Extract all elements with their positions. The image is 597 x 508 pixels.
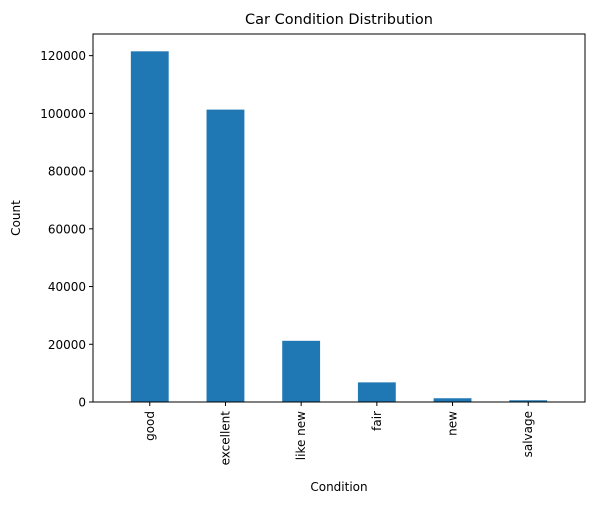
- plot-frame: [92, 33, 586, 403]
- bar-salvage: [509, 400, 548, 402]
- bar-fair: [357, 382, 396, 402]
- chart-title: Car Condition Distribution: [245, 12, 433, 28]
- y-axis-ticks: 0 20000 40000 60000 80000 100000 120000: [40, 49, 93, 410]
- x-tick-label: new: [446, 411, 460, 436]
- bar-like-new: [282, 340, 321, 402]
- x-axis-label: Condition: [310, 480, 367, 494]
- y-tick-label: 0: [78, 396, 86, 410]
- y-tick-label: 40000: [48, 280, 86, 294]
- y-axis-label: Count: [9, 200, 23, 236]
- y-tick-label: 20000: [48, 338, 86, 352]
- y-tick-label: 120000: [40, 49, 86, 63]
- x-axis-ticks: good excellent like new fair new salvage: [143, 402, 535, 465]
- bar-good: [130, 51, 169, 402]
- x-tick-label: salvage: [521, 411, 535, 457]
- x-tick-label: excellent: [218, 411, 232, 466]
- bar-excellent: [206, 109, 245, 402]
- x-tick-label: good: [143, 411, 157, 441]
- y-tick-label: 80000: [48, 165, 86, 179]
- y-tick-label: 100000: [40, 107, 86, 121]
- x-tick-label: fair: [370, 411, 384, 431]
- bars: [130, 51, 548, 402]
- y-tick-label: 60000: [48, 222, 86, 236]
- bar-new: [433, 398, 472, 402]
- x-tick-label: like new: [294, 411, 308, 460]
